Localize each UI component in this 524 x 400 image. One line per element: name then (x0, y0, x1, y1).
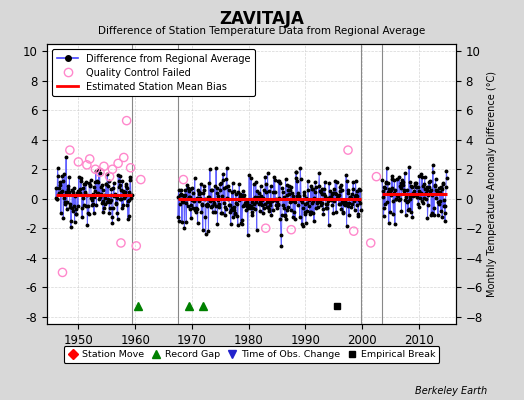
Point (287, 226, 296, 233)
Point (108, 166, 117, 172)
Point (74, 159, 83, 165)
Point (105, 174, 114, 180)
Point (100, 163, 108, 170)
Point (126, 164, 135, 171)
Point (350, 228, 358, 234)
Point (114, 160, 122, 166)
Point (85, 156, 94, 162)
Point (366, 240, 375, 246)
Point (117, 240, 125, 246)
Text: Difference of Station Temperature Data from Regional Average: Difference of Station Temperature Data f… (99, 26, 425, 36)
Point (91, 166, 100, 172)
Y-axis label: Monthly Temperature Anomaly Difference (°C): Monthly Temperature Anomaly Difference (… (487, 71, 497, 297)
Point (58, 269, 67, 276)
Point (261, 225, 270, 232)
Point (132, 243, 140, 249)
Point (66, 147, 74, 153)
Point (372, 174, 380, 180)
Text: Berkeley Earth: Berkeley Earth (415, 386, 487, 396)
Point (119, 154, 128, 161)
Point (83, 162, 91, 168)
Text: ZAVITAJA: ZAVITAJA (220, 10, 304, 28)
Point (344, 147, 352, 153)
Point (123, 118, 131, 124)
Point (137, 176, 145, 183)
Point (179, 176, 188, 183)
Legend: Station Move, Record Gap, Time of Obs. Change, Empirical Break: Station Move, Record Gap, Time of Obs. C… (63, 346, 440, 363)
Point (96, 169, 104, 176)
